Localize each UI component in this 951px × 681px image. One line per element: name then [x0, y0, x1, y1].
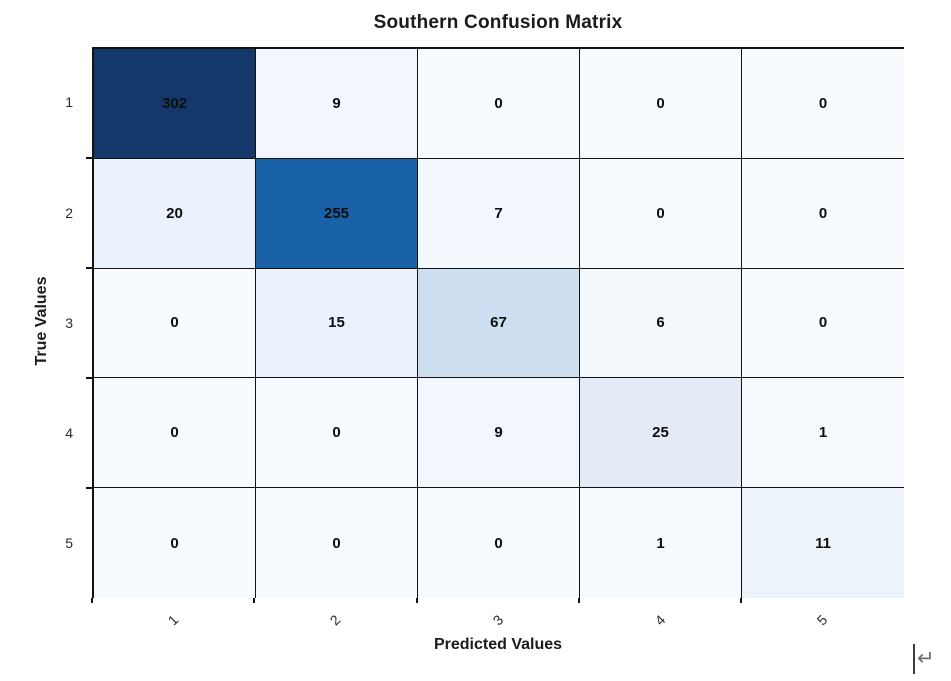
x-tick-label: 5	[813, 611, 831, 629]
matrix-cell: 0	[742, 268, 904, 379]
x-tick-label: 3	[489, 611, 507, 629]
x-axis-tick	[578, 598, 580, 603]
y-tick-label: 3	[65, 315, 73, 331]
matrix-cell: 11	[742, 488, 904, 598]
matrix-cell: 0	[94, 378, 256, 489]
matrix-cell: 1	[580, 488, 742, 598]
return-arrow-icon: ↵	[917, 647, 935, 670]
matrix-cell: 0	[418, 49, 580, 159]
y-tick-label: 2	[65, 205, 73, 221]
text-cursor-return-mark: ↵	[913, 644, 935, 674]
x-axis-label: Predicted Values	[433, 636, 563, 653]
x-axis-tick	[253, 598, 255, 603]
y-axis-tick	[86, 487, 92, 489]
x-axis-tick	[416, 598, 418, 603]
matrix-cell: 20	[94, 158, 256, 269]
x-tick-label: 1	[164, 611, 182, 629]
chart-title: Southern Confusion Matrix	[373, 12, 623, 33]
matrix-cell: 255	[256, 158, 418, 269]
matrix-cell: 0	[256, 488, 418, 598]
y-axis-tick	[86, 377, 92, 379]
matrix-cell: 0	[580, 49, 742, 159]
x-tick-label: 4	[651, 611, 669, 629]
matrix-cell: 67	[418, 268, 580, 379]
matrix-cell: 0	[94, 268, 256, 379]
matrix-cell: 1	[742, 378, 904, 489]
matrix-cell: 9	[418, 378, 580, 489]
matrix-cell: 25	[580, 378, 742, 489]
heatmap-grid: 302 9 0 0 0 20 255 7 0 0 0 15 67 6 0 0 0…	[92, 47, 904, 598]
matrix-cell: 7	[418, 158, 580, 269]
matrix-cell: 302	[94, 49, 256, 159]
x-tick-label: 2	[326, 611, 344, 629]
matrix-cell: 0	[418, 488, 580, 598]
y-axis-tick	[86, 267, 92, 269]
matrix-cell: 15	[256, 268, 418, 379]
x-axis-tick	[91, 598, 93, 603]
y-tick-label: 5	[65, 535, 73, 551]
x-axis-tick	[740, 598, 742, 603]
text-cursor-icon	[913, 644, 915, 674]
y-tick-label: 1	[65, 94, 73, 110]
matrix-cell: 0	[742, 158, 904, 269]
matrix-cell: 0	[94, 488, 256, 598]
y-tick-label: 4	[65, 425, 73, 441]
y-axis-tick	[86, 157, 92, 159]
matrix-cell: 9	[256, 49, 418, 159]
matrix-cell: 0	[256, 378, 418, 489]
matrix-cell: 0	[742, 49, 904, 159]
matrix-cell: 6	[580, 268, 742, 379]
matrix-cell: 0	[580, 158, 742, 269]
